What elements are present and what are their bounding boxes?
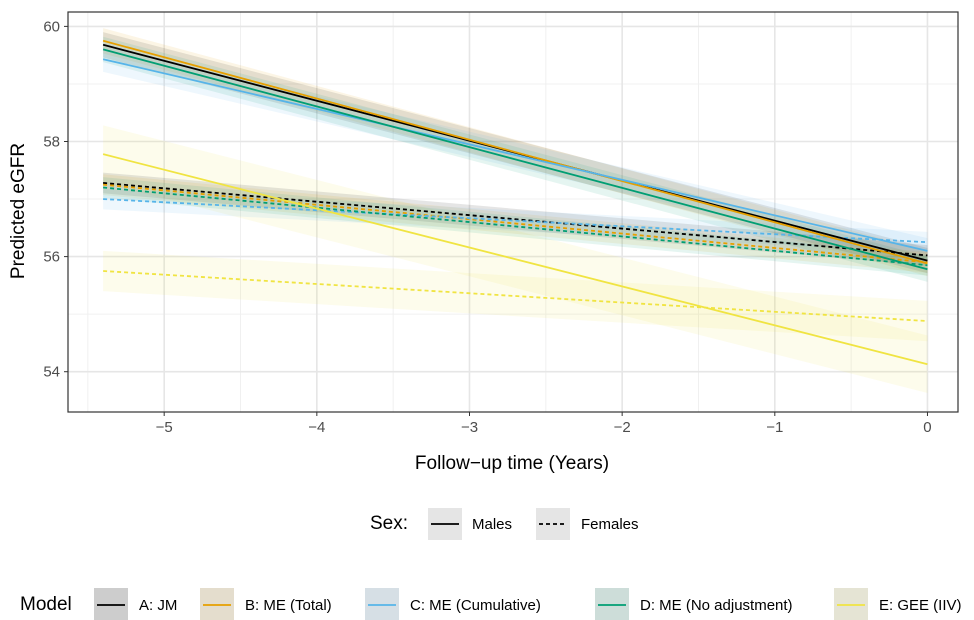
model-legend-label: C: ME (Cumulative) [410,597,541,614]
model-legend-key-bg [834,588,868,620]
line-layer [102,39,928,366]
x-axis-title: Follow−up time (Years) [415,453,609,474]
model-legend: Model A: JM B: ME (Total) C: ME (Cumulativ… [20,588,962,620]
x-tick-label: −3 [461,419,478,436]
series-line-c-males [102,58,928,252]
series-line-d-males [102,48,928,271]
grid-layer [68,12,958,412]
model-legend-key-bg [94,588,128,620]
model-legend-label: E: GEE (IIV) [879,597,962,614]
model-legend-key-fill [834,588,868,620]
model-legend-label: A: JM [139,597,177,614]
series-line-e-females [103,270,928,322]
y-tick-label: 60 [43,18,60,35]
model-legend-key-fill [365,588,399,620]
ci-ribbon-c-females [103,188,928,253]
model-legend-items: A: JM B: ME (Total) C: ME (Cumulative) D: M… [94,588,962,620]
sex-legend-title: Sex: [370,513,408,534]
panel-background [68,12,958,412]
series-line-d-females [103,186,928,267]
tick-layer: −5 −4 −3 −2 −1 0 54 56 58 60 [43,18,931,436]
model-legend-label: D: ME (No adjustment) [640,597,793,614]
sex-legend: Sex: Males Females [370,508,639,540]
x-tick-label: 0 [923,419,931,436]
model-legend-label: B: ME (Total) [245,597,332,614]
model-legend-key-bg [365,588,399,620]
y-axis-title: Predicted eGFR [8,143,29,279]
x-tick-label: −1 [766,419,783,436]
sex-legend-label-males: Males [472,516,512,533]
series-line-e-males [102,153,928,366]
x-tick-label: −2 [614,419,631,436]
series-line-c-females [103,198,928,244]
model-legend-key-fill [94,588,128,620]
model-legend-key-bg [200,588,234,620]
y-tick-label: 54 [43,364,60,381]
y-tick-label: 58 [43,133,60,150]
x-tick-label: −5 [156,419,173,436]
model-legend-key-fill [200,588,234,620]
sex-legend-label-females: Females [581,516,639,533]
series-line-b-females [103,183,928,264]
model-legend-key-fill [595,588,629,620]
series-line-b-males [102,39,928,265]
model-legend-key-bg [595,588,629,620]
ci-ribbon-e-females [103,250,928,342]
y-tick-label: 56 [43,249,60,266]
series-line-a-females [103,182,928,257]
model-legend-title: Model [20,594,72,615]
x-tick-label: −4 [308,419,325,436]
panel-border [67,11,959,413]
